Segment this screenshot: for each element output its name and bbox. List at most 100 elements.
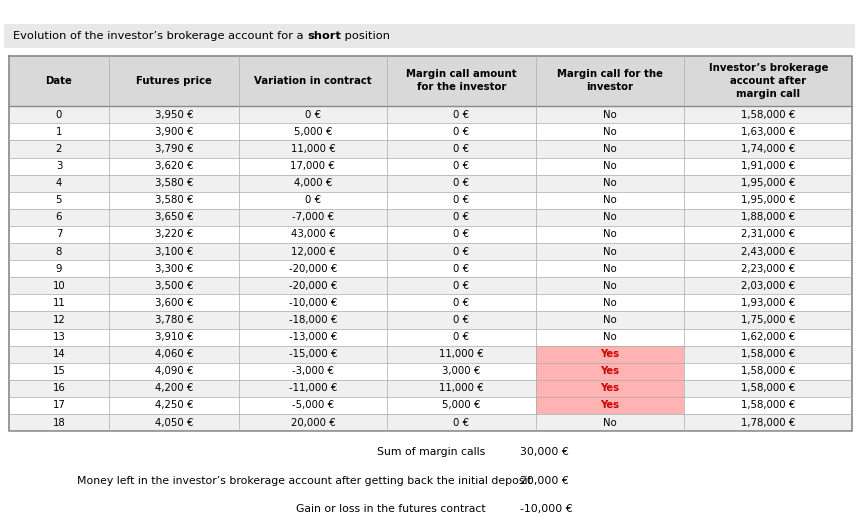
Text: 17,000 €: 17,000 € [290,161,335,171]
Text: Evolution of the investor’s brokerage account for a: Evolution of the investor’s brokerage ac… [13,31,307,41]
Text: -15,000 €: -15,000 € [289,349,338,359]
Text: Sum of margin calls: Sum of margin calls [377,448,485,457]
Text: 3,900 €: 3,900 € [155,127,193,137]
Bar [9,56,852,106]
Bar [536,397,685,414]
Text: No: No [603,417,617,427]
Text: 1,95,000 €: 1,95,000 € [741,195,795,205]
Bar [9,158,852,175]
Text: No: No [603,213,617,222]
Text: No: No [603,281,617,291]
Text: 4,200 €: 4,200 € [155,384,193,394]
Text: Money left in the investor’s brokerage account after getting back the initial de: Money left in the investor’s brokerage a… [77,477,532,486]
Text: No: No [603,195,617,205]
Text: No: No [603,315,617,325]
Bar [536,345,685,363]
Text: 5: 5 [56,195,62,205]
Text: 3,500 €: 3,500 € [155,281,193,291]
Text: 3,790 €: 3,790 € [155,144,193,154]
Text: 12: 12 [52,315,65,325]
Bar [9,414,852,431]
Bar [9,226,852,243]
Text: 1,93,000 €: 1,93,000 € [741,298,795,308]
Text: 15: 15 [52,366,65,376]
Bar [9,175,852,191]
Text: 4: 4 [56,178,62,188]
Text: 0 €: 0 € [454,110,470,120]
Text: 16: 16 [52,384,65,394]
Bar [9,191,852,209]
Text: No: No [603,144,617,154]
Text: No: No [603,178,617,188]
Text: 0 €: 0 € [454,144,470,154]
Text: 0 €: 0 € [454,247,470,257]
Text: No: No [603,263,617,273]
Text: 11,000 €: 11,000 € [439,384,484,394]
Text: No: No [603,230,617,240]
Text: 11: 11 [52,298,65,308]
Text: 1,58,000 €: 1,58,000 € [741,110,795,120]
Text: No: No [603,332,617,342]
Text: 1,58,000 €: 1,58,000 € [741,349,795,359]
Text: 3,100 €: 3,100 € [155,247,193,257]
Bar [9,329,852,345]
Text: 1,58,000 €: 1,58,000 € [741,400,795,411]
Bar [536,363,685,380]
Text: 17: 17 [52,400,65,411]
Text: 0 €: 0 € [305,110,321,120]
Text: 14: 14 [52,349,65,359]
Text: 6: 6 [56,213,62,222]
Text: short: short [307,31,341,41]
Text: -7,000 €: -7,000 € [292,213,334,222]
Text: 9: 9 [56,263,62,273]
Text: 11,000 €: 11,000 € [290,144,335,154]
Text: -10,000 €: -10,000 € [520,504,572,514]
Bar [9,312,852,329]
Text: -3,000 €: -3,000 € [292,366,334,376]
Text: 3,950 €: 3,950 € [155,110,193,120]
Text: 0: 0 [56,110,62,120]
Text: 1,95,000 €: 1,95,000 € [741,178,795,188]
Text: 1,78,000 €: 1,78,000 € [741,417,795,427]
Text: 4,090 €: 4,090 € [155,366,193,376]
Text: 1,62,000 €: 1,62,000 € [741,332,795,342]
Text: 3,580 €: 3,580 € [155,195,193,205]
Bar [9,277,852,294]
Text: 3,300 €: 3,300 € [155,263,193,273]
Text: Investor’s brokerage
account after
margin call: Investor’s brokerage account after margi… [709,63,828,99]
Text: 0 €: 0 € [454,127,470,137]
Text: Yes: Yes [600,384,619,394]
Bar [9,260,852,277]
Text: 0 €: 0 € [454,230,470,240]
Text: 0 €: 0 € [454,178,470,188]
Bar [9,209,852,226]
Text: 1,88,000 €: 1,88,000 € [741,213,795,222]
Text: 12,000 €: 12,000 € [290,247,335,257]
Text: 3: 3 [56,161,62,171]
Text: 11,000 €: 11,000 € [439,349,484,359]
Text: Yes: Yes [600,366,619,376]
Text: 4,000 €: 4,000 € [294,178,332,188]
Text: 20,000 €: 20,000 € [290,417,335,427]
Text: 1: 1 [56,127,62,137]
Text: -5,000 €: -5,000 € [292,400,334,411]
Text: Margin call amount
for the investor: Margin call amount for the investor [406,69,517,92]
Text: -20,000 €: -20,000 € [289,281,337,291]
Text: Yes: Yes [600,349,619,359]
Text: 1,63,000 €: 1,63,000 € [741,127,795,137]
Text: 8: 8 [56,247,62,257]
Text: -18,000 €: -18,000 € [289,315,337,325]
Text: 0 €: 0 € [454,298,470,308]
Text: 10: 10 [52,281,65,291]
Text: 3,650 €: 3,650 € [155,213,193,222]
Text: 0 €: 0 € [454,417,470,427]
Text: 0 €: 0 € [454,315,470,325]
Text: 1,74,000 €: 1,74,000 € [741,144,795,154]
Text: 0 €: 0 € [454,213,470,222]
Text: Futures price: Futures price [136,76,212,86]
Text: Date: Date [46,76,72,86]
Bar [9,243,852,260]
Text: 20,000 €: 20,000 € [520,477,569,486]
Text: 1,58,000 €: 1,58,000 € [741,384,795,394]
Text: 5,000 €: 5,000 € [294,127,332,137]
